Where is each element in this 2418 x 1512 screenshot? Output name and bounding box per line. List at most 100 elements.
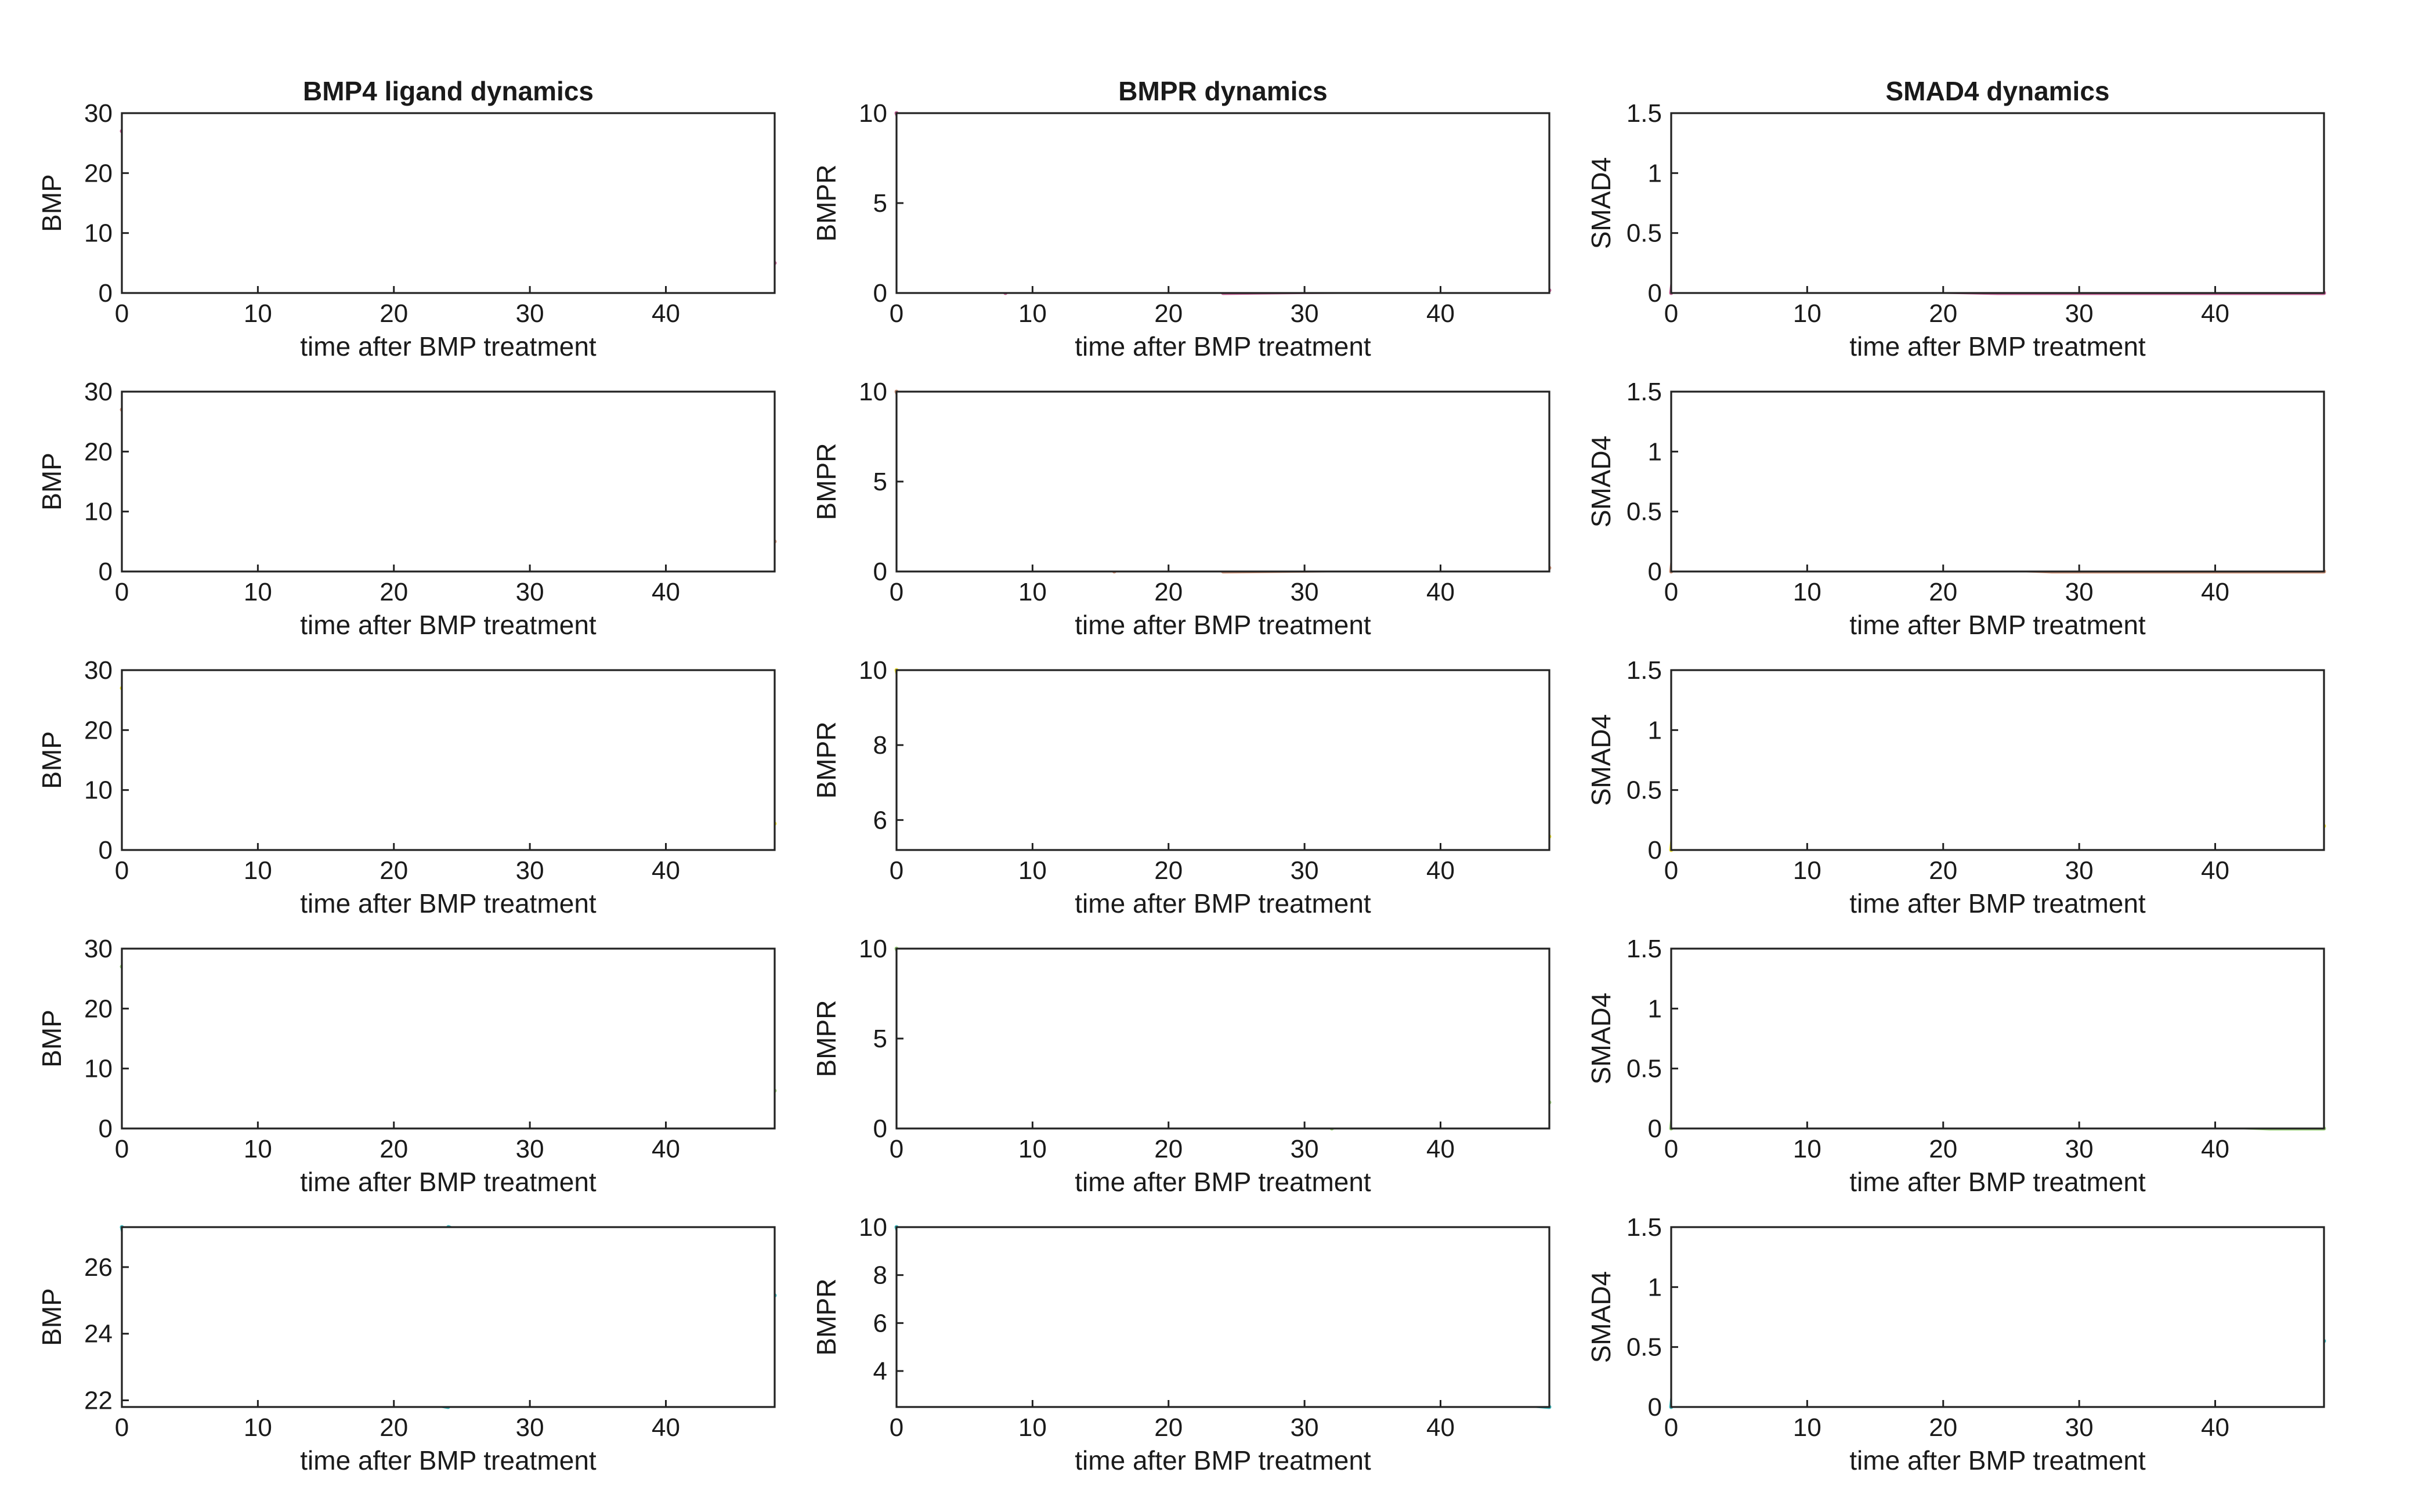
x-tick-label: 10 (1793, 299, 1821, 328)
x-tick-label: 30 (1291, 578, 1319, 606)
panel-r3-c2: 0 10 20 30 40 0 0.5 1 1.5 time after BMP treatmen… (1586, 935, 2326, 1197)
x-tick-label: 30 (1291, 299, 1319, 328)
axes-frame (895, 112, 1550, 294)
axes-frame (895, 390, 1550, 573)
x-tick-label: 30 (1291, 1135, 1319, 1163)
y-tick-label: 0.5 (1627, 498, 1662, 526)
x-tick-label: 20 (379, 299, 408, 328)
x-axis-label: time after BMP treatment (1849, 1167, 2146, 1197)
x-tick-label: 40 (652, 856, 680, 885)
y-tick-label: 1 (1648, 159, 1662, 187)
y-tick-label: 1.5 (1627, 935, 1662, 963)
y-tick-label: 4 (873, 1357, 887, 1386)
x-tick-label: 20 (379, 578, 408, 606)
x-tick-label: 40 (652, 1413, 680, 1442)
x-axis-label: time after BMP treatment (300, 1445, 597, 1475)
y-tick-label: 30 (84, 656, 113, 685)
x-tick-label: 30 (516, 1135, 544, 1163)
x-tick-label: 30 (2065, 856, 2094, 885)
axes-frame (895, 947, 1550, 1130)
x-tick-label: 40 (1426, 299, 1455, 328)
y-tick-label: 0 (99, 279, 113, 308)
y-tick-label: 5 (873, 189, 887, 218)
axes-frame (895, 1226, 1550, 1408)
axes-frame (1670, 112, 2325, 294)
y-axis-label: BMP (37, 453, 67, 511)
x-tick-label: 20 (1154, 578, 1183, 606)
x-tick-label: 20 (1929, 856, 1957, 885)
x-tick-label: 10 (1793, 1413, 1821, 1442)
y-tick-label: 24 (84, 1320, 113, 1348)
y-tick-label: 0.5 (1627, 1055, 1662, 1083)
y-tick-label: 30 (84, 935, 113, 963)
y-tick-label: 30 (84, 99, 113, 128)
panel-r2-c0: 0 10 20 30 40 0 10 20 30 time after BMP treatment… (37, 656, 777, 918)
axes-frame (1670, 947, 2325, 1130)
x-tick-label: 0 (890, 1413, 903, 1442)
x-tick-label: 40 (652, 299, 680, 328)
x-tick-label: 30 (2065, 1135, 2094, 1163)
x-tick-label: 40 (2201, 856, 2229, 885)
y-tick-label: 5 (873, 1025, 887, 1053)
y-axis-label: SMAD4 (1586, 993, 1616, 1084)
axes-frame (121, 1226, 776, 1408)
panel-r1-c0: 0 10 20 30 40 0 10 20 30 time after BMP treatment… (37, 378, 777, 640)
panel-r2-c1: 0 10 20 30 40 6 8 10 time after BMP treatment BMP… (811, 656, 1552, 918)
x-tick-label: 20 (1154, 1413, 1183, 1442)
y-axis-label: SMAD4 (1586, 1271, 1616, 1363)
y-tick-label: 0 (99, 558, 113, 586)
y-axis-label: BMPR (811, 443, 841, 520)
x-tick-label: 20 (1929, 1135, 1957, 1163)
x-tick-label: 40 (2201, 1413, 2229, 1442)
panel-r0-c1: 0 10 20 30 40 0 5 10 time after BMP treatment BMP… (811, 76, 1552, 361)
y-tick-label: 1 (1648, 437, 1662, 466)
x-tick-label: 0 (890, 1135, 903, 1163)
panel-r0-c2: 0 10 20 30 40 0 0.5 1 1.5 time after BMP treatmen… (1586, 76, 2326, 361)
x-axis-label: time after BMP treatment (300, 888, 597, 918)
x-tick-label: 20 (1929, 578, 1957, 606)
x-tick-label: 30 (2065, 1413, 2094, 1442)
x-tick-label: 40 (652, 1135, 680, 1163)
x-tick-label: 30 (1291, 1413, 1319, 1442)
x-tick-label: 20 (1154, 299, 1183, 328)
y-tick-label: 10 (859, 378, 887, 406)
y-axis-label: BMP (37, 1010, 67, 1068)
axes-frame (121, 947, 776, 1130)
x-tick-label: 40 (1426, 578, 1455, 606)
x-tick-label: 10 (1793, 1135, 1821, 1163)
y-tick-label: 10 (84, 776, 113, 805)
panel-title: SMAD4 dynamics (1885, 76, 2109, 106)
y-tick-label: 0 (99, 1115, 113, 1143)
axes-frame (895, 669, 1550, 851)
x-axis-label: time after BMP treatment (1075, 1167, 1371, 1197)
y-tick-label: 10 (84, 219, 113, 248)
y-tick-label: 0.5 (1627, 219, 1662, 248)
panel-r1-c1: 0 10 20 30 40 0 5 10 time after BMP treatment BMP… (811, 378, 1552, 640)
x-tick-label: 30 (1291, 856, 1319, 885)
x-axis-label: time after BMP treatment (300, 331, 597, 361)
y-axis-label: BMPR (811, 165, 841, 242)
x-axis-label: time after BMP treatment (1075, 610, 1371, 640)
x-tick-label: 40 (652, 578, 680, 606)
y-tick-label: 26 (84, 1253, 113, 1282)
x-tick-label: 0 (890, 299, 903, 328)
y-axis-label: BMP (37, 731, 67, 789)
x-tick-label: 40 (1426, 1135, 1455, 1163)
y-tick-label: 0.5 (1627, 776, 1662, 805)
y-tick-label: 0 (1648, 279, 1662, 308)
y-tick-label: 8 (873, 1261, 887, 1290)
x-tick-label: 10 (1018, 856, 1047, 885)
x-tick-label: 0 (1664, 1413, 1678, 1442)
x-tick-label: 30 (2065, 299, 2094, 328)
x-tick-label: 10 (1018, 299, 1047, 328)
y-tick-label: 0 (99, 836, 113, 864)
x-tick-label: 20 (1154, 1135, 1183, 1163)
y-tick-label: 10 (84, 498, 113, 526)
y-tick-label: 0 (1648, 836, 1662, 864)
y-tick-label: 1 (1648, 994, 1662, 1023)
y-axis-label: BMPR (811, 722, 841, 799)
axes-frame (1670, 669, 2325, 851)
axes-frame (1670, 1226, 2325, 1408)
x-tick-label: 10 (1018, 1135, 1047, 1163)
y-tick-label: 10 (859, 1213, 887, 1242)
